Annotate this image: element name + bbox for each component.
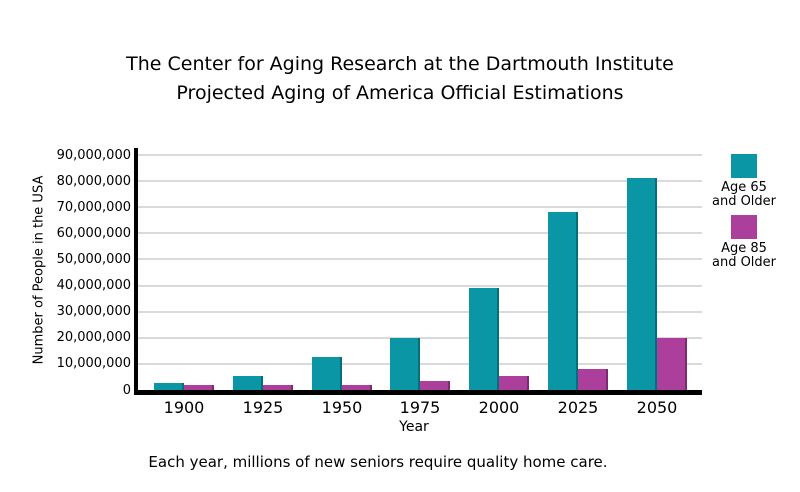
chart-title-line2: Projected Aging of America Official Esti… xyxy=(176,82,624,104)
bar-age-85-and-older-1950 xyxy=(342,385,372,390)
bar-age-65-and-older-1925 xyxy=(233,376,263,390)
bar-age-65-and-older-1975 xyxy=(390,338,420,390)
y-axis-line xyxy=(134,148,138,395)
legend-label-age-65-line1: Age 65 xyxy=(721,180,767,195)
bar-age-65-and-older-2050 xyxy=(627,178,657,390)
gridline xyxy=(138,310,702,313)
x-tick-label: 2000 xyxy=(478,398,520,417)
bar-age-65-and-older-2025 xyxy=(548,212,578,390)
bar-age-65-and-older-1950 xyxy=(312,357,342,390)
gridline xyxy=(138,284,702,287)
bar-age-85-and-older-1975 xyxy=(420,381,450,390)
gridline xyxy=(138,258,702,261)
legend-swatch-age-85 xyxy=(731,215,757,239)
caption: Each year, millions of new seniors requi… xyxy=(148,453,608,471)
bar-age-85-and-older-2050 xyxy=(657,338,687,390)
x-axis-title: Year xyxy=(399,419,429,435)
y-tick-label: 60,000,000 xyxy=(56,225,131,241)
legend-label-age-85-line2: and Older xyxy=(711,255,777,270)
gridline xyxy=(138,362,702,365)
bar-age-65-and-older-1900 xyxy=(154,383,184,390)
y-tick-label: 10,000,000 xyxy=(56,356,131,372)
y-tick-label: 80,000,000 xyxy=(56,173,131,189)
gridline xyxy=(138,180,702,183)
chart-title: The Center for Aging Research at the Dar… xyxy=(0,50,800,108)
x-axis-line xyxy=(134,390,702,395)
y-tick-label: 20,000,000 xyxy=(56,330,131,346)
gridline xyxy=(138,206,702,209)
bar-age-85-and-older-1900 xyxy=(184,385,214,390)
x-tick-label: 1900 xyxy=(163,398,205,417)
legend-label-age-85: Age 85 and Older xyxy=(700,242,788,270)
y-tick-label: 40,000,000 xyxy=(56,278,131,294)
x-tick-label: 1925 xyxy=(242,398,284,417)
gridline xyxy=(138,336,702,339)
x-tick-label: 2025 xyxy=(557,398,599,417)
legend-label-age-65-line2: and Older xyxy=(711,194,777,209)
legend-label-age-65: Age 65 and Older xyxy=(700,181,788,209)
legend-swatch-age-65 xyxy=(731,154,757,178)
y-tick-label: 0 xyxy=(122,382,131,398)
y-tick-label: 70,000,000 xyxy=(56,199,131,215)
x-tick-label: 1950 xyxy=(321,398,363,417)
y-tick-label: 50,000,000 xyxy=(56,251,131,267)
y-tick-label: 90,000,000 xyxy=(56,147,131,163)
x-tick-label: 2050 xyxy=(636,398,678,417)
gridline xyxy=(138,232,702,235)
x-tick-label: 1975 xyxy=(399,398,441,417)
bar-age-65-and-older-2000 xyxy=(469,288,499,390)
bar-age-85-and-older-2000 xyxy=(499,376,529,390)
bar-age-85-and-older-1925 xyxy=(263,385,293,390)
bar-age-85-and-older-2025 xyxy=(578,369,608,390)
gridline xyxy=(138,154,702,156)
chart-title-line1: The Center for Aging Research at the Dar… xyxy=(126,53,674,75)
y-tick-label: 30,000,000 xyxy=(56,304,131,320)
legend-label-age-85-line1: Age 85 xyxy=(721,241,767,256)
